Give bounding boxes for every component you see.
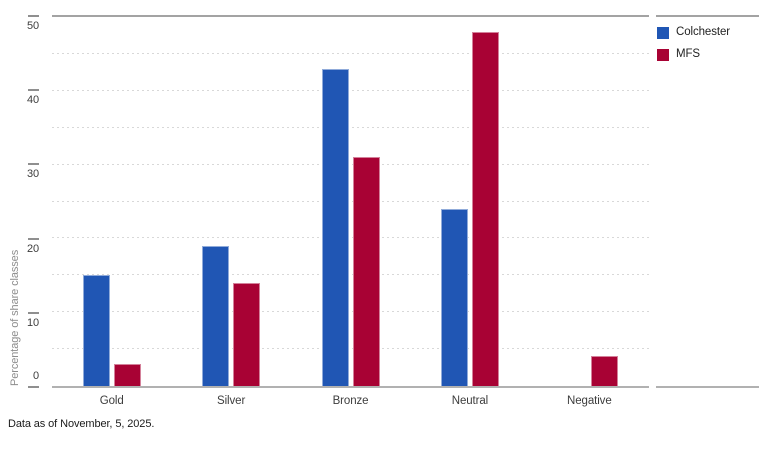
bar-group-neutral bbox=[410, 17, 529, 386]
legend-label-colchester: Colchester bbox=[676, 26, 730, 38]
x-label-neutral: Neutral bbox=[451, 395, 489, 407]
y-tick-label-0: 0 bbox=[32, 370, 39, 382]
bar-colchester-silver bbox=[202, 245, 230, 386]
legend-label-mfs: MFS bbox=[676, 48, 700, 60]
bar-mfs-gold bbox=[113, 363, 141, 386]
y-tick-dash-40 bbox=[28, 89, 39, 92]
y-tick-dash-30 bbox=[28, 163, 39, 166]
y-tick-dash-0 bbox=[28, 386, 39, 388]
legend-item-colchester: Colchester bbox=[657, 26, 759, 39]
bar-mfs-silver bbox=[233, 282, 261, 386]
legend: Colchester MFS bbox=[656, 15, 759, 388]
x-axis-labels: Gold Silver Bronze Neutral Negative bbox=[52, 395, 649, 407]
bar-group-bronze bbox=[291, 17, 410, 386]
bar-mfs-neutral bbox=[471, 31, 499, 386]
bar-group-gold bbox=[52, 17, 171, 386]
bar-colchester-gold bbox=[82, 275, 110, 386]
bar-mfs-bronze bbox=[352, 157, 380, 386]
x-label-silver: Silver bbox=[217, 395, 246, 407]
y-tick-label-40: 40 bbox=[26, 94, 39, 107]
bar-mfs-negative bbox=[591, 356, 619, 386]
x-label-gold: Gold bbox=[99, 395, 124, 407]
bar-colchester-neutral bbox=[440, 208, 468, 386]
legend-swatch-colchester bbox=[657, 26, 669, 39]
bar-group-silver bbox=[171, 17, 290, 386]
bar-colchester-bronze bbox=[321, 68, 349, 386]
plot-area bbox=[52, 15, 649, 388]
footnote: Data as of November, 5, 2025. bbox=[8, 418, 155, 430]
bar-group-negative bbox=[530, 17, 649, 386]
legend-swatch-mfs bbox=[657, 48, 669, 61]
legend-item-mfs: MFS bbox=[657, 48, 759, 61]
y-tick-dash-10 bbox=[28, 311, 39, 314]
y-tick-label-50: 50 bbox=[26, 20, 39, 32]
y-tick-label-10: 10 bbox=[26, 316, 39, 329]
y-tick-label-20: 20 bbox=[26, 242, 39, 255]
y-tick-dash-50 bbox=[28, 15, 39, 17]
y-tick-dash-20 bbox=[28, 237, 39, 240]
x-label-bronze: Bronze bbox=[332, 395, 369, 407]
y-tick-label-30: 30 bbox=[26, 168, 39, 181]
y-axis-ticks: 0 10 20 30 40 50 bbox=[0, 15, 40, 388]
x-label-negative: Negative bbox=[567, 395, 612, 407]
